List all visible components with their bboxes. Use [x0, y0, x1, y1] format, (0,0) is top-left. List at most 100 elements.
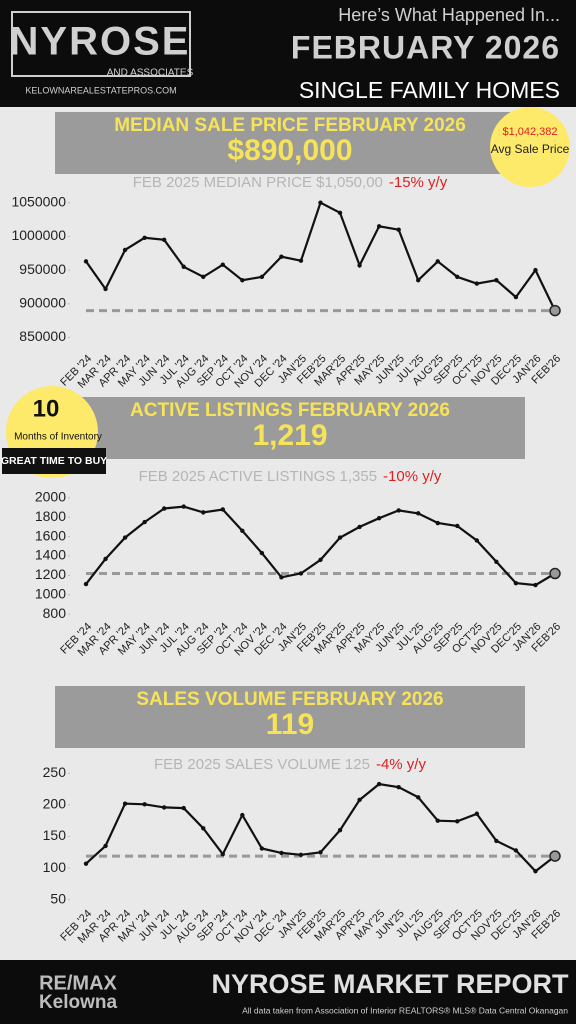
panel-title: MEDIAN SALE PRICE FEBRUARY 2026	[114, 115, 466, 136]
point	[201, 274, 206, 280]
brand: NYROSE	[10, 20, 191, 64]
badge-value: 10	[33, 395, 60, 422]
point	[181, 504, 186, 509]
point	[396, 227, 401, 232]
point	[455, 819, 460, 824]
header-band	[0, 0, 576, 107]
point	[416, 511, 421, 516]
point	[533, 869, 538, 874]
point	[318, 850, 323, 855]
point	[103, 286, 108, 292]
point	[161, 805, 167, 810]
y-tick-label: 250	[43, 764, 67, 780]
point	[337, 827, 343, 833]
footer-logo: Kelowna	[39, 992, 118, 1013]
y-tick-label: 1600	[35, 527, 66, 543]
point	[298, 852, 304, 858]
y-tick-label: 1400	[35, 547, 66, 563]
point	[435, 520, 440, 526]
point	[357, 797, 362, 803]
point	[455, 274, 460, 280]
point	[83, 861, 89, 866]
comparison: FEB 2025 MEDIAN PRICE $1,050,00 -15% y/y	[133, 174, 448, 191]
logo-frame	[11, 11, 191, 77]
y-tick-label: 800	[43, 605, 67, 621]
point	[83, 259, 89, 264]
y-tick-label: 150	[43, 827, 67, 843]
point	[161, 506, 167, 511]
point	[201, 826, 206, 831]
point	[337, 210, 343, 216]
comparison: FEB 2025 ACTIVE LISTINGS 1,355 -10% y/y	[139, 468, 442, 485]
badge-label: Avg Sale Price	[491, 142, 570, 156]
y-tick-label: 2000	[35, 489, 66, 505]
point	[142, 519, 147, 525]
point	[181, 805, 186, 811]
comparison-text: FEB 2025 ACTIVE LISTINGS 1,355	[139, 468, 377, 485]
panel-title: ACTIVE LISTINGS FEBRUARY 2026	[130, 400, 450, 421]
point	[220, 262, 225, 267]
panel-title: SALES VOLUME FEBRUARY 2026	[136, 689, 443, 710]
point	[161, 237, 167, 243]
y-tick-label: 1000000	[11, 227, 66, 243]
y-tick-label: 100	[43, 859, 67, 875]
point	[103, 556, 108, 562]
point	[455, 523, 460, 529]
current-point	[549, 850, 561, 862]
point	[513, 580, 519, 586]
brand-sub: AND ASSOCIATES	[107, 68, 194, 79]
point	[142, 802, 147, 807]
point	[416, 795, 421, 800]
point	[298, 258, 304, 263]
headline-value: 119	[266, 708, 314, 741]
point	[259, 274, 265, 280]
point	[279, 575, 284, 580]
segment: SINGLE FAMILY HOMES	[299, 77, 560, 103]
point	[240, 812, 245, 818]
footer-logo: RE/MAX	[39, 972, 117, 994]
point	[318, 557, 323, 563]
comparison: FEB 2025 SALES VOLUME 125 -4% y/y	[154, 756, 426, 773]
point	[396, 508, 401, 513]
point	[220, 851, 225, 857]
point	[474, 811, 480, 816]
badge	[490, 107, 570, 187]
point	[376, 781, 382, 787]
point	[201, 510, 206, 515]
point	[142, 235, 147, 240]
title-box	[55, 397, 525, 459]
point	[357, 263, 362, 268]
point	[494, 278, 499, 283]
footer-report: NYROSE MARKET REPORT	[211, 969, 569, 999]
comparison-text: FEB 2025 SALES VOLUME 125	[154, 756, 370, 773]
y-tick-label: 1050000	[11, 193, 66, 209]
y-tick-label: 1800	[35, 508, 66, 524]
comparison-text: FEB 2025 MEDIAN PRICE $1,050,00	[133, 174, 383, 191]
point	[474, 281, 480, 286]
point	[513, 294, 519, 300]
point	[122, 801, 128, 806]
point	[494, 838, 499, 844]
point	[337, 535, 343, 540]
y-tick-label: 1200	[35, 566, 66, 582]
badge-value: $1,042,382	[502, 126, 557, 138]
title-box	[55, 112, 525, 174]
point	[259, 550, 265, 556]
point	[181, 264, 186, 269]
y-tick-label: 950000	[19, 261, 66, 277]
y-tick-label: 200	[43, 796, 67, 812]
website: KELOWNAREALESTATEPROS.COM	[25, 85, 176, 95]
point	[220, 507, 225, 512]
y-tick-label: 50	[50, 890, 66, 906]
badge-label: Months of Inventory	[14, 432, 102, 443]
point	[298, 571, 304, 576]
point	[474, 538, 480, 543]
point	[103, 843, 108, 849]
y-tick-label: 850000	[19, 328, 66, 344]
point	[240, 278, 245, 283]
badge-tag-text: GREAT TIME TO BUY	[1, 455, 107, 467]
change: -10% y/y	[383, 468, 442, 485]
point	[357, 524, 362, 530]
